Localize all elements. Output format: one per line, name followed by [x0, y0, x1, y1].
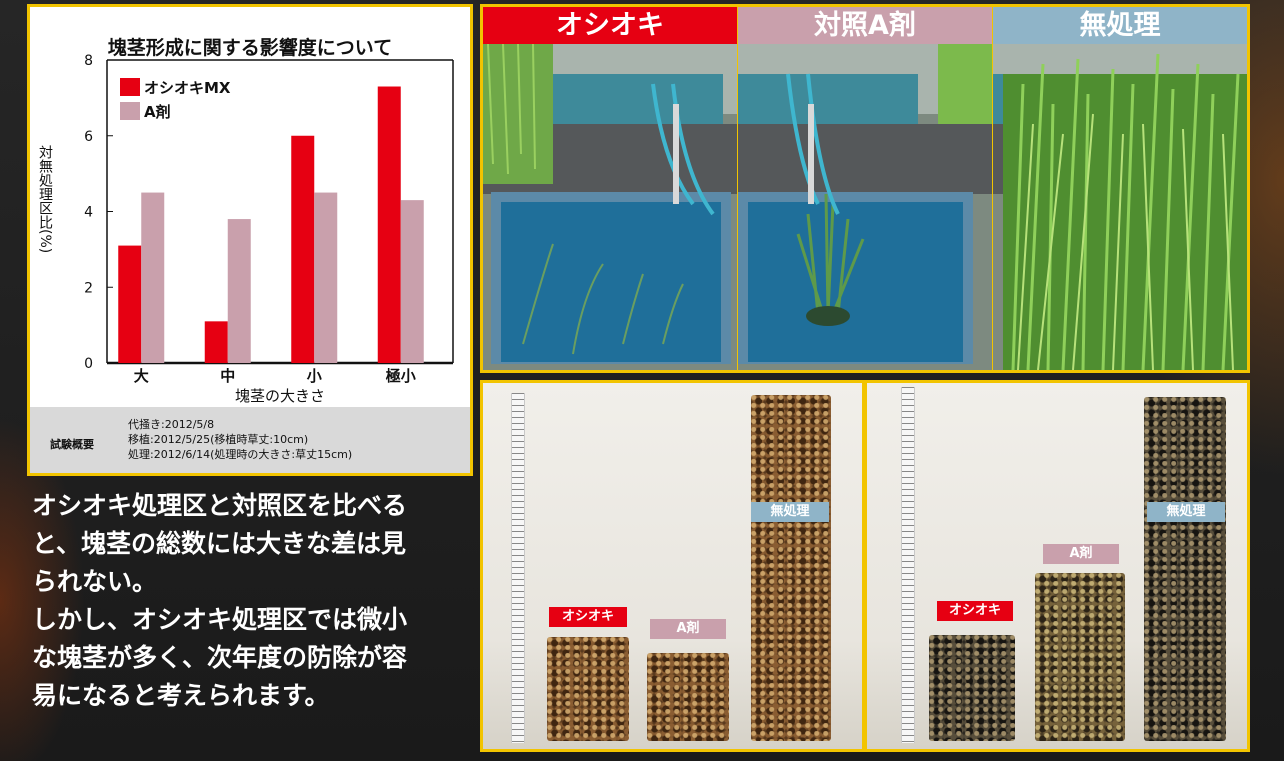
y-tick-label: 0 [84, 356, 93, 372]
tuber-photo-left: オシオキ A剤 無処理 [480, 380, 865, 752]
summary-line-transplant: 移植:2012/5/25(移植時草丈:10cm) [128, 433, 309, 446]
bar-oshioki-mx [204, 321, 228, 363]
legend-swatch [120, 78, 140, 96]
x-axis-label: 塊茎の大きさ [235, 387, 325, 405]
bar-a-agent [314, 192, 338, 363]
y-tick-label: 2 [84, 280, 93, 296]
photo-untreated: 無処理 [993, 7, 1247, 370]
tuber-pile-untreated [751, 395, 831, 741]
trial-summary-lines: 代掻き:2012/5/8 移植:2012/5/25(移植時草丈:10cm) 処理… [128, 417, 352, 462]
legend-label: A剤 [144, 103, 171, 121]
x-tick-label: 中 [220, 367, 235, 385]
y-tick-label: 8 [84, 53, 93, 69]
tuber-pile-oshioki [547, 637, 629, 741]
tag-oshioki: オシオキ [937, 601, 1013, 621]
x-tick-label: 大 [134, 367, 149, 385]
bar-oshioki-mx [118, 245, 142, 363]
plot-photo-a-agent [738, 44, 992, 370]
plot-photo-oshioki [483, 44, 737, 370]
tuber-photo-right-image: オシオキ A剤 無処理 [867, 383, 1247, 749]
summary-line-puddling: 代掻き:2012/5/8 [128, 418, 215, 431]
conclusion-line: 易になると考えられます。 [32, 681, 330, 710]
bar-a-agent [400, 200, 424, 363]
x-tick-label: 小 [307, 367, 322, 385]
y-tick-label: 4 [84, 205, 93, 221]
photo-oshioki: オシオキ [483, 7, 737, 370]
tag-oshioki: オシオキ [549, 607, 627, 627]
measuring-ruler [901, 387, 915, 743]
bar-a-agent [141, 192, 165, 363]
x-tick-label: 極小 [385, 367, 416, 385]
tag-a-agent: A剤 [1043, 544, 1119, 564]
conclusion-line: な塊茎が多く、次年度の防除が容 [32, 643, 408, 672]
tag-untreated: 無処理 [1147, 502, 1225, 522]
legend-label: オシオキMX [144, 79, 231, 97]
plot-photo-untreated [993, 44, 1247, 370]
photo-caption-untreated: 無処理 [993, 7, 1247, 44]
bar-a-agent [227, 219, 251, 363]
chart-panel: 塊茎形成に関する影響度について 0 2 4 6 8 対無処理区比(%) 大 中 小 極小塊茎の大き… [27, 4, 473, 476]
conclusion-line: と、塊茎の総数には大きな差は見 [32, 529, 407, 558]
conclusion-text: オシオキ処理区と対照区を比べる と、塊茎の総数には大きな差は見 られない。 しか… [32, 487, 472, 715]
photo-caption-a-agent: 対照A剤 [738, 7, 992, 44]
field-photo-row: オシオキ 対照A剤 [480, 4, 1250, 373]
trial-summary: 試験概要 代掻き:2012/5/8 移植:2012/5/25(移植時草丈:10c… [30, 407, 470, 473]
tuber-pile-a-agent [1035, 573, 1125, 741]
tuber-pile-oshioki [929, 635, 1015, 741]
conclusion-line: しかし、オシオキ処理区では微小 [32, 605, 408, 634]
tag-a-agent: A剤 [650, 619, 726, 639]
conclusion-line: オシオキ処理区と対照区を比べる [32, 491, 408, 520]
measuring-ruler [511, 393, 525, 743]
chart-title: 塊茎形成に関する影響度について [107, 37, 393, 59]
legend-swatch [120, 102, 140, 120]
tuber-pile-a-agent [647, 653, 729, 741]
photo-a-agent: 対照A剤 [738, 7, 992, 370]
bar-oshioki-mx [291, 135, 315, 363]
conclusion-line: られない。 [32, 567, 158, 596]
tag-untreated: 無処理 [751, 502, 829, 522]
y-axis-label: 対無処理区比(%) [37, 145, 53, 253]
trial-summary-label: 試験概要 [50, 438, 94, 451]
tuber-photo-right: オシオキ A剤 無処理 [864, 380, 1250, 752]
bar-oshioki-mx [377, 86, 401, 363]
photo-caption-oshioki: オシオキ [483, 7, 737, 44]
tuber-photo-left-image: オシオキ A剤 無処理 [483, 383, 862, 749]
y-tick-label: 6 [84, 129, 93, 145]
summary-line-treatment: 処理:2012/6/14(処理時の大きさ:草丈15cm) [128, 448, 353, 461]
tuber-pile-untreated [1144, 397, 1226, 741]
